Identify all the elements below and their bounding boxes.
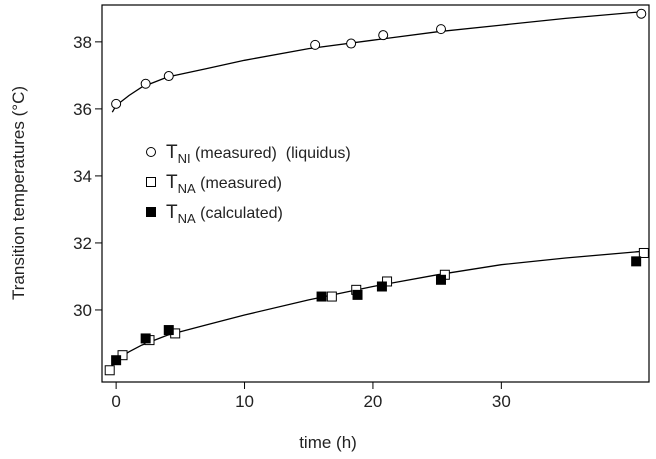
- legend-label-sub: NA: [178, 211, 196, 226]
- point: [435, 24, 446, 35]
- point: [382, 276, 393, 287]
- x-tick-label: 20: [363, 392, 382, 411]
- point: [435, 274, 446, 285]
- point: [140, 333, 151, 344]
- point: [326, 291, 337, 302]
- point: [376, 281, 387, 292]
- point: [631, 256, 642, 267]
- y-tick-label: 32: [73, 234, 92, 253]
- legend-marker: [146, 207, 156, 217]
- point: [378, 30, 389, 41]
- y-tick-label: 38: [73, 33, 92, 52]
- x-tick-label: 10: [235, 392, 254, 411]
- legend-label-sub: NA: [178, 181, 196, 196]
- legend-label-suffix: (calculated): [196, 205, 283, 222]
- point: [104, 365, 115, 376]
- legend-label: TNA (calculated): [166, 202, 283, 226]
- legend-label: TNA (measured): [166, 172, 282, 196]
- fit-curve: [110, 250, 643, 368]
- y-tick-label: 30: [73, 301, 92, 320]
- point: [352, 289, 363, 300]
- legend-label-sub: NI: [178, 151, 191, 166]
- legend-label-main: T: [166, 202, 178, 223]
- legend-marker: [146, 147, 156, 157]
- point: [636, 8, 647, 19]
- legend-label: TNI (measured) (liquidus): [166, 142, 351, 166]
- legend-label-main: T: [166, 142, 178, 163]
- point: [111, 355, 122, 366]
- x-tick-label: 30: [492, 392, 511, 411]
- fit-curve: [111, 11, 643, 113]
- y-axis-label: Transition temperatures (°C): [9, 86, 28, 300]
- point: [163, 325, 174, 336]
- plot-frame: [101, 4, 650, 383]
- x-axis-label: time (h): [299, 433, 357, 452]
- y-tick-label: 34: [73, 167, 92, 186]
- legend-label-main: T: [166, 172, 178, 193]
- point: [140, 78, 151, 89]
- point: [346, 38, 357, 49]
- point: [310, 39, 321, 50]
- point: [117, 350, 128, 361]
- legend-label-suffix: (measured) (liquidus): [191, 145, 351, 162]
- legend-marker: [146, 177, 156, 187]
- y-tick-label: 36: [73, 100, 92, 119]
- point: [163, 71, 174, 82]
- x-tick-label: 0: [111, 392, 120, 411]
- point: [316, 291, 327, 302]
- point: [111, 98, 122, 109]
- point: [638, 247, 649, 258]
- legend-label-suffix: (measured): [196, 175, 282, 192]
